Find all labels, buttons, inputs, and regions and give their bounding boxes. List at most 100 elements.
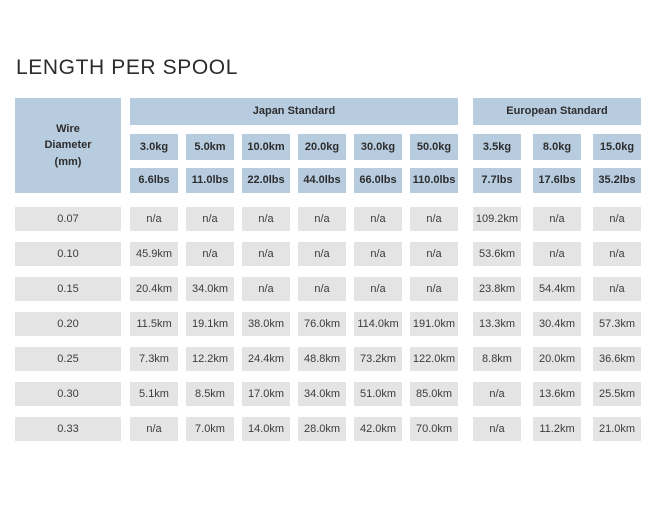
japan-value-cell: n/a xyxy=(354,207,402,231)
european-lbs-header-cell: 35.2lbs xyxy=(593,168,641,193)
european-values-group: n/a 13.6km 25.5km xyxy=(473,382,641,406)
european-value-cell: 23.8km xyxy=(473,277,521,301)
european-value-cell: n/a xyxy=(593,207,641,231)
japan-value-cell: n/a xyxy=(242,277,290,301)
japan-values-group: 11.5km 19.1km 38.0km 76.0km 114.0km 191.0km xyxy=(130,312,458,336)
japan-value-cell: n/a xyxy=(298,207,346,231)
european-kg-header-cell: 3.5kg xyxy=(473,134,521,160)
table-header-right: Japan Standard European Standard 3.0kg 5.… xyxy=(130,98,641,193)
row-diameter-cell: 0.10 xyxy=(15,242,121,266)
japan-value-cell: 20.4km xyxy=(130,277,178,301)
kg-row-group-0: 3.0kg 5.0km 10.0km 20.0kg 30.0kg 50.0kg xyxy=(130,134,458,160)
japan-value-cell: 34.0km xyxy=(298,382,346,406)
european-values-group: n/a 11.2km 21.0km xyxy=(473,417,641,441)
japan-kg-header-cell: 20.0kg xyxy=(298,134,346,160)
table-row: 0.10 45.9km n/a n/a n/a n/a n/a 53.6km n/a n/a xyxy=(15,242,641,266)
japan-value-cell: 76.0km xyxy=(298,312,346,336)
japan-value-cell: n/a xyxy=(298,277,346,301)
european-value-cell: 21.0km xyxy=(593,417,641,441)
table-row: 0.15 20.4km 34.0km n/a n/a n/a n/a 23.8km 54.4km… xyxy=(15,277,641,301)
european-value-cell: n/a xyxy=(593,277,641,301)
japan-kg-header-cell: 50.0kg xyxy=(410,134,458,160)
japan-value-cell: 42.0km xyxy=(354,417,402,441)
japan-value-cell: 12.2km xyxy=(186,347,234,371)
japan-value-cell: 14.0km xyxy=(242,417,290,441)
european-value-cell: 8.8km xyxy=(473,347,521,371)
european-value-cell: n/a xyxy=(533,242,581,266)
japan-values-group: n/a 7.0km 14.0km 28.0km 42.0km 70.0km xyxy=(130,417,458,441)
japan-value-cell: n/a xyxy=(354,242,402,266)
japan-lbs-header-cell: 66.0lbs xyxy=(354,168,402,193)
japan-value-cell: 7.3km xyxy=(130,347,178,371)
japan-lbs-header-cell: 11.0lbs xyxy=(186,168,234,193)
european-standard-header: European Standard xyxy=(473,98,641,125)
japan-value-cell: 48.8km xyxy=(298,347,346,371)
table-header: Wire Diameter (mm) Japan Standard Europe… xyxy=(15,98,641,193)
page-title: LENGTH PER SPOOL xyxy=(16,56,238,79)
european-value-cell: n/a xyxy=(473,417,521,441)
lbs-row-group-1: 7.7lbs 17.6lbs 35.2lbs xyxy=(473,168,641,193)
lbs-header-row: 6.6lbs 11.0lbs 22.0lbs 44.0lbs 66.0lbs 110.0l… xyxy=(130,168,641,193)
european-kg-header-cell: 15.0kg xyxy=(593,134,641,160)
lbs-row-group-0: 6.6lbs 11.0lbs 22.0lbs 44.0lbs 66.0lbs 110.0l… xyxy=(130,168,458,193)
japan-lbs-header-cell: 110.0lbs xyxy=(410,168,458,193)
japan-value-cell: n/a xyxy=(130,207,178,231)
row-diameter-cell: 0.30 xyxy=(15,382,121,406)
table-row: 0.07 n/a n/a n/a n/a n/a n/a 109.2km n/a n/a xyxy=(15,207,641,231)
japan-value-cell: 45.9km xyxy=(130,242,178,266)
kg-row-group-1: 3.5kg 8.0kg 15.0kg xyxy=(473,134,641,160)
european-values-group: 8.8km 20.0km 36.6km xyxy=(473,347,641,371)
european-value-cell: 13.6km xyxy=(533,382,581,406)
japan-value-cell: 51.0km xyxy=(354,382,402,406)
japan-values-group: 7.3km 12.2km 24.4km 48.8km 73.2km 122.0km xyxy=(130,347,458,371)
table-row: 0.25 7.3km 12.2km 24.4km 48.8km 73.2km 122.0km… xyxy=(15,347,641,371)
european-value-cell: n/a xyxy=(593,242,641,266)
european-value-cell: 13.3km xyxy=(473,312,521,336)
european-value-cell: 25.5km xyxy=(593,382,641,406)
japan-standard-header: Japan Standard xyxy=(130,98,458,125)
japan-value-cell: n/a xyxy=(354,277,402,301)
row-diameter-cell: 0.15 xyxy=(15,277,121,301)
table-row: 0.30 5.1km 8.5km 17.0km 34.0km 51.0km 85.0km n/… xyxy=(15,382,641,406)
japan-value-cell: 34.0km xyxy=(186,277,234,301)
japan-value-cell: 17.0km xyxy=(242,382,290,406)
european-value-cell: 36.6km xyxy=(593,347,641,371)
kg-header-row: 3.0kg 5.0km 10.0km 20.0kg 30.0kg 50.0kg 3.5kg… xyxy=(130,134,641,160)
japan-value-cell: n/a xyxy=(130,417,178,441)
japan-value-cell: 24.4km xyxy=(242,347,290,371)
european-value-cell: 57.3km xyxy=(593,312,641,336)
japan-value-cell: n/a xyxy=(298,242,346,266)
european-value-cell: 11.2km xyxy=(533,417,581,441)
japan-value-cell: 85.0km xyxy=(410,382,458,406)
japan-value-cell: 73.2km xyxy=(354,347,402,371)
japan-value-cell: 5.1km xyxy=(130,382,178,406)
japan-value-cell: 70.0km xyxy=(410,417,458,441)
spool-table: Wire Diameter (mm) Japan Standard Europe… xyxy=(15,98,641,441)
japan-value-cell: n/a xyxy=(242,242,290,266)
european-values-group: 13.3km 30.4km 57.3km xyxy=(473,312,641,336)
japan-lbs-header-cell: 22.0lbs xyxy=(242,168,290,193)
european-value-cell: 109.2km xyxy=(473,207,521,231)
japan-value-cell: 122.0km xyxy=(410,347,458,371)
japan-value-cell: n/a xyxy=(242,207,290,231)
european-lbs-header-cell: 7.7lbs xyxy=(473,168,521,193)
european-value-cell: 20.0km xyxy=(533,347,581,371)
table-row: 0.20 11.5km 19.1km 38.0km 76.0km 114.0km 191.0… xyxy=(15,312,641,336)
table-row: 0.33 n/a 7.0km 14.0km 28.0km 42.0km 70.0km n/a 1… xyxy=(15,417,641,441)
japan-value-cell: 19.1km xyxy=(186,312,234,336)
japan-values-group: 5.1km 8.5km 17.0km 34.0km 51.0km 85.0km xyxy=(130,382,458,406)
japan-lbs-header-cell: 6.6lbs xyxy=(130,168,178,193)
european-values-group: 53.6km n/a n/a xyxy=(473,242,641,266)
japan-value-cell: n/a xyxy=(186,242,234,266)
row-diameter-cell: 0.07 xyxy=(15,207,121,231)
japan-kg-header-cell: 3.0kg xyxy=(130,134,178,160)
japan-value-cell: n/a xyxy=(410,277,458,301)
japan-value-cell: 191.0km xyxy=(410,312,458,336)
european-value-cell: 53.6km xyxy=(473,242,521,266)
japan-kg-header-cell: 5.0km xyxy=(186,134,234,160)
japan-kg-header-cell: 30.0kg xyxy=(354,134,402,160)
european-value-cell: n/a xyxy=(533,207,581,231)
japan-value-cell: n/a xyxy=(410,207,458,231)
japan-values-group: 45.9km n/a n/a n/a n/a n/a xyxy=(130,242,458,266)
